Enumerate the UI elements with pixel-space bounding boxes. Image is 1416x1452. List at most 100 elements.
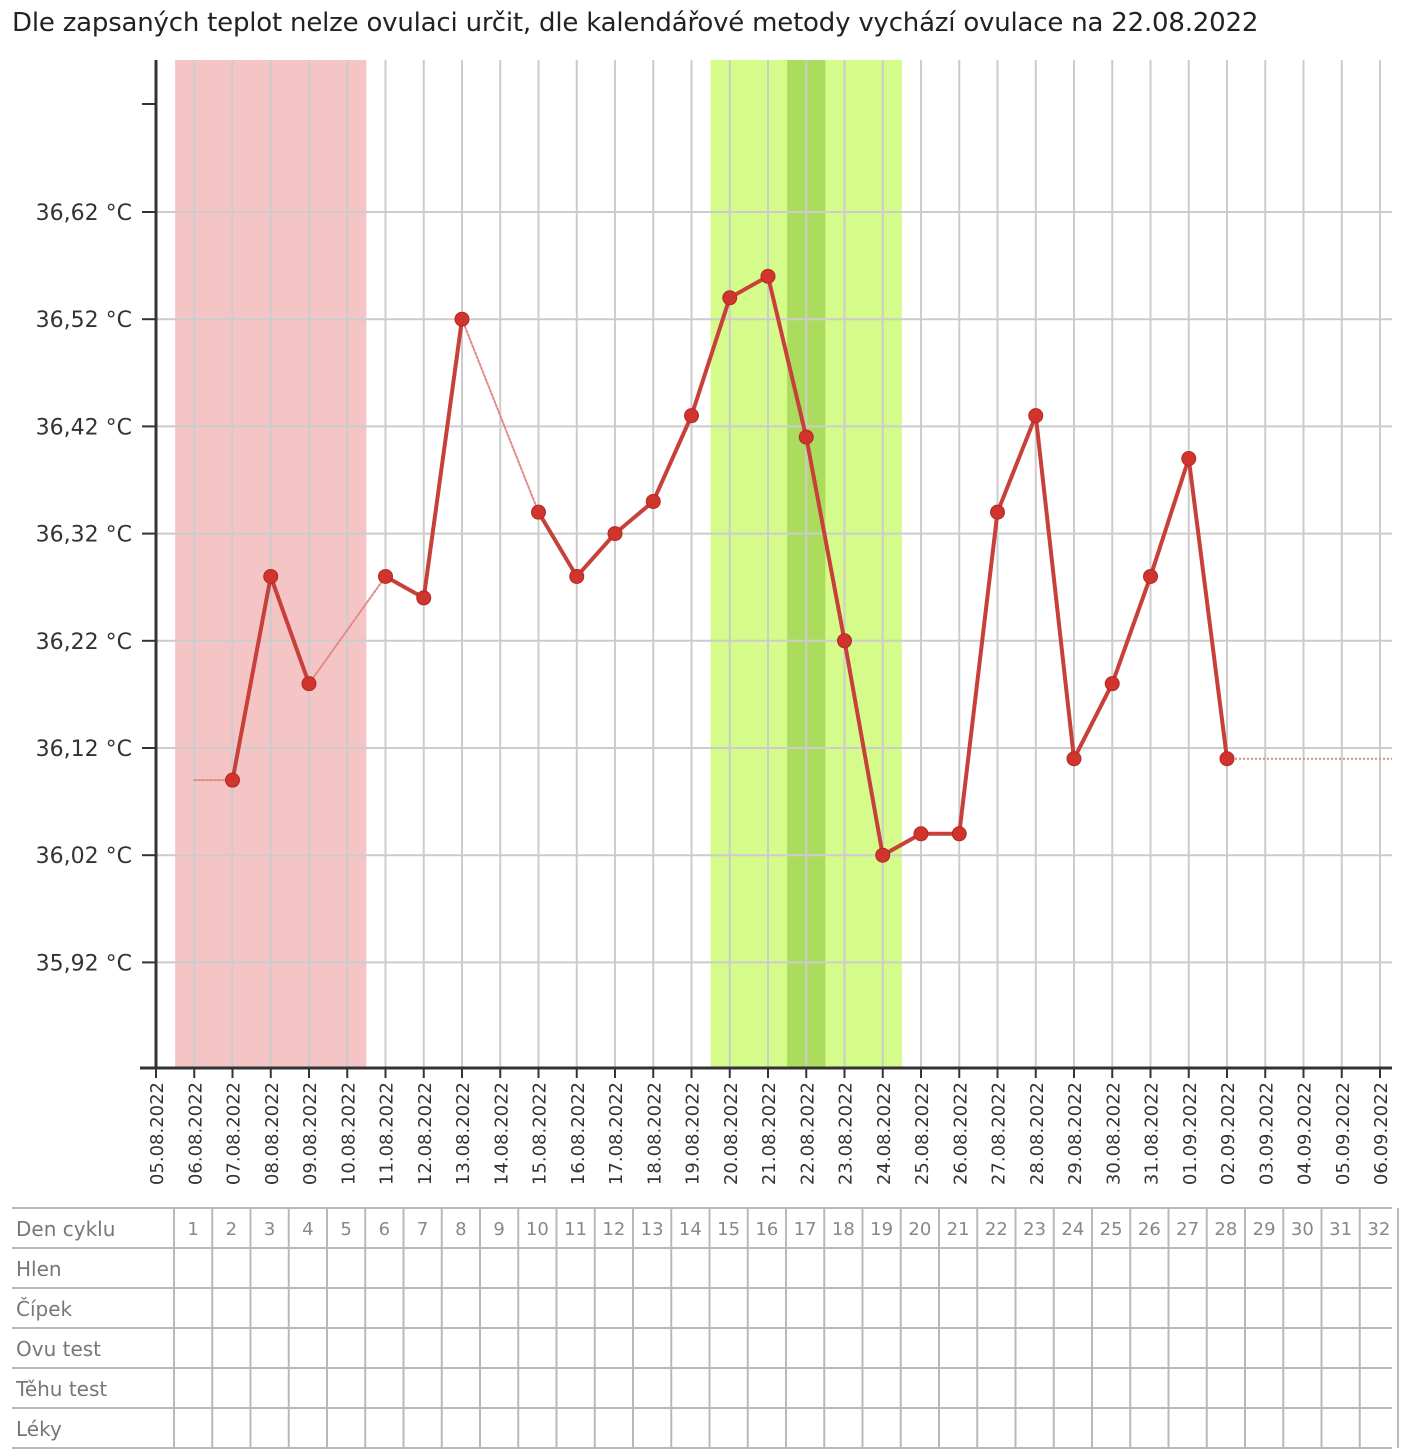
x-tick-label: 15.08.2022	[530, 1082, 551, 1185]
x-tick-label: 10.08.2022	[338, 1082, 359, 1185]
series-segment	[1110, 574, 1153, 686]
cycle-day-cell: 30	[1291, 1219, 1314, 1240]
y-tick-label: 36,12 °C	[36, 737, 132, 762]
cycle-day-cell: 7	[417, 1219, 428, 1240]
cycle-day-cell: 9	[493, 1219, 504, 1240]
x-tick-label: 11.08.2022	[377, 1082, 398, 1185]
x-tick-label: 12.08.2022	[415, 1082, 436, 1185]
series-segment	[957, 510, 1000, 836]
cycle-day-cell: 1	[187, 1219, 198, 1240]
temperature-point[interactable]	[760, 268, 776, 284]
x-tick-label: 30.08.2022	[1103, 1082, 1124, 1185]
temperature-point[interactable]	[684, 408, 699, 424]
temperature-point[interactable]	[875, 847, 891, 863]
x-tick-label: 07.08.2022	[224, 1082, 245, 1185]
cycle-day-cell: 11	[564, 1219, 587, 1240]
x-tick-label: 19.08.2022	[683, 1082, 704, 1185]
y-tick-label: 36,62 °C	[36, 201, 132, 226]
x-tick-label: 27.08.2022	[989, 1082, 1010, 1185]
grid-lines	[156, 60, 1392, 1068]
x-axis-labels: 05.08.2022 06.08.2022 07.08.2022 08.08.2022…	[147, 1082, 1392, 1185]
cycle-day-cell: 28	[1214, 1219, 1237, 1240]
temperature-point[interactable]	[607, 526, 623, 542]
x-tick-label: 06.09.2022	[1371, 1082, 1392, 1185]
cycle-day-cell: 12	[602, 1219, 625, 1240]
temperature-point[interactable]	[454, 311, 470, 327]
temperature-point[interactable]	[990, 504, 1005, 520]
series-segment	[230, 574, 273, 783]
temperature-point[interactable]	[951, 826, 967, 842]
cycle-day-cell: 27	[1176, 1219, 1199, 1240]
x-tick-label: 20.08.2022	[721, 1082, 742, 1185]
temperature-point[interactable]	[531, 504, 546, 520]
series-segment	[613, 499, 656, 536]
cycle-day-cell: 4	[302, 1219, 313, 1240]
series-segment	[842, 638, 885, 858]
x-tick-label: 17.08.2022	[606, 1082, 627, 1185]
series-segment	[1186, 456, 1229, 761]
cycle-day-cell: 5	[340, 1219, 351, 1240]
series-segment-interpolated	[308, 575, 387, 685]
cycle-day-cell: 29	[1253, 1219, 1276, 1240]
temperature-point[interactable]	[1028, 408, 1044, 424]
axes	[140, 60, 1392, 1078]
cycle-day-cell: 21	[947, 1219, 970, 1240]
table-row-label: Čípek	[16, 1297, 73, 1321]
x-tick-label: 18.08.2022	[644, 1082, 665, 1185]
cycle-day-cell: 10	[526, 1219, 549, 1240]
x-tick-label: 14.08.2022	[491, 1082, 512, 1185]
series-segment-interpolated	[461, 318, 540, 514]
temperature-point[interactable]	[645, 493, 661, 509]
cycle-day-cell: 18	[832, 1219, 855, 1240]
cycle-day-cell: 22	[985, 1219, 1008, 1240]
x-tick-label: 25.08.2022	[912, 1082, 933, 1185]
temperature-point[interactable]	[301, 676, 317, 692]
temperature-point[interactable]	[569, 568, 585, 584]
temperature-point[interactable]	[1143, 568, 1158, 584]
x-tick-label: 21.08.2022	[759, 1082, 780, 1185]
series-segment	[1148, 456, 1191, 579]
series-segment	[995, 413, 1038, 515]
temperature-point[interactable]	[1181, 451, 1197, 467]
cycle-day-cell: 19	[870, 1219, 893, 1240]
x-tick-label: 13.08.2022	[453, 1082, 474, 1185]
temperature-point[interactable]	[416, 590, 432, 606]
series-segment	[536, 510, 579, 579]
series-segment	[268, 574, 311, 686]
cycle-day-cell: 25	[1100, 1219, 1123, 1240]
temperature-point[interactable]	[1219, 751, 1235, 767]
temperature-point[interactable]	[225, 772, 240, 788]
y-tick-label: 36,22 °C	[36, 630, 132, 655]
series-segment	[651, 413, 694, 504]
temperature-point[interactable]	[263, 568, 279, 584]
cycle-day-cell: 32	[1367, 1219, 1390, 1240]
temperature-point[interactable]	[837, 633, 852, 649]
series-segment	[574, 531, 617, 579]
x-tick-label: 05.09.2022	[1333, 1082, 1354, 1185]
cycle-day-cell: 16	[755, 1219, 778, 1240]
temperature-point[interactable]	[378, 568, 393, 584]
x-tick-label: 06.08.2022	[185, 1082, 206, 1185]
cycle-day-cell: 17	[794, 1219, 817, 1240]
x-tick-label: 23.08.2022	[836, 1082, 857, 1185]
table-row-label: Léky	[16, 1417, 62, 1441]
temperature-point[interactable]	[722, 290, 738, 306]
x-tick-label: 03.09.2022	[1256, 1082, 1277, 1185]
temperature-series-line	[193, 274, 1392, 858]
series-segment	[766, 274, 809, 440]
x-tick-label: 31.08.2022	[1142, 1082, 1163, 1185]
temperature-point[interactable]	[1104, 676, 1120, 692]
x-tick-label: 16.08.2022	[568, 1082, 589, 1185]
table-row-label: Těhu test	[15, 1377, 107, 1401]
series-segment	[1033, 413, 1076, 761]
x-tick-label: 28.08.2022	[1027, 1082, 1048, 1185]
cycle-day-cell: 15	[717, 1219, 740, 1240]
temperature-point[interactable]	[913, 826, 929, 842]
temperature-point[interactable]	[1066, 751, 1082, 767]
table-row-label: Den cyklu	[16, 1217, 115, 1241]
y-tick-label: 36,42 °C	[36, 415, 132, 440]
temperature-point[interactable]	[798, 429, 814, 445]
series-segment	[689, 295, 732, 418]
x-tick-label: 09.08.2022	[300, 1082, 321, 1185]
